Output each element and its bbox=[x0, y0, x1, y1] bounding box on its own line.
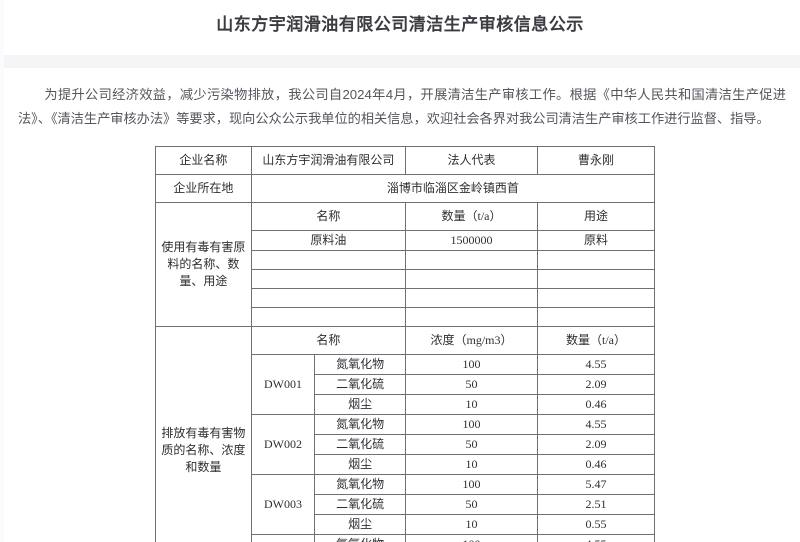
cell-legal-rep-label: 法人代表 bbox=[404, 146, 539, 175]
cell-pollutant-name: 烟尘 bbox=[314, 514, 406, 535]
cell-material-name bbox=[250, 250, 406, 270]
cell-pollutant-concentration: 100 bbox=[404, 534, 539, 542]
cell-company-name-label: 企业名称 bbox=[155, 146, 252, 175]
cell-material-amount bbox=[404, 307, 539, 327]
cell-materials-header-use: 用途 bbox=[537, 202, 655, 231]
cell-materials-row-label: 使用有毒有害原料的名称、数量、用途 bbox=[155, 202, 252, 327]
cell-material-amount bbox=[404, 288, 539, 308]
cell-material-name bbox=[250, 307, 406, 327]
cell-pollutant-amount: 4.55 bbox=[537, 354, 655, 375]
table-row-emission: 二氧化硫 50 2.51 bbox=[156, 494, 655, 515]
cell-pollutant-amount: 0.46 bbox=[537, 394, 655, 415]
cell-pollutant-amount: 0.55 bbox=[537, 514, 655, 535]
cell-pollutant-name: 二氧化硫 bbox=[314, 434, 406, 455]
cell-emissions-header-name: 名称 bbox=[250, 326, 406, 355]
table-row-company-name: 企业名称 山东方宇润滑油有限公司 法人代表 曹永刚 bbox=[155, 146, 655, 175]
table-row-emission: DW004 氮氧化物 100 4.55 bbox=[156, 534, 655, 542]
cell-pollutant-concentration: 50 bbox=[404, 434, 539, 455]
cell-pollutant-amount: 4.55 bbox=[537, 534, 655, 542]
cell-pollutant-name: 烟尘 bbox=[314, 394, 406, 415]
cell-materials-header-amount: 数量（t/a） bbox=[404, 202, 539, 231]
cell-materials-header-name: 名称 bbox=[250, 202, 406, 231]
cell-outlet-code: DW001 bbox=[250, 354, 316, 415]
cell-material-use: 原料 bbox=[537, 230, 655, 251]
header-divider-band bbox=[4, 55, 800, 68]
cell-location-label: 企业所在地 bbox=[155, 174, 252, 203]
cell-emissions-header-concentration: 浓度（mg/m3） bbox=[404, 326, 539, 355]
cell-pollutant-name: 氮氧化物 bbox=[314, 474, 406, 495]
intro-paragraph: 为提升公司经济效益，减少污染物排放，我公司自2024年4月，开展清洁生产审核工作… bbox=[18, 87, 786, 127]
table-row-materials-header: 使用有毒有害原料的名称、数量、用途 名称 数量（t/a） 用途 bbox=[155, 202, 655, 327]
cell-pollutant-amount: 4.55 bbox=[537, 414, 655, 435]
cell-pollutant-concentration: 100 bbox=[404, 354, 539, 375]
cell-emissions-header-amount: 数量（t/a） bbox=[537, 326, 655, 355]
cell-material-use bbox=[537, 250, 655, 270]
cell-pollutant-concentration: 10 bbox=[404, 394, 539, 415]
cell-pollutant-concentration: 10 bbox=[404, 454, 539, 475]
cell-material-amount bbox=[404, 250, 539, 270]
cell-pollutant-amount: 2.51 bbox=[537, 494, 655, 515]
left-edge-strip bbox=[0, 0, 4, 542]
table-row-emission: 烟尘 10 0.46 bbox=[156, 394, 655, 415]
cell-pollutant-name: 氮氧化物 bbox=[314, 414, 406, 435]
cell-material-use bbox=[537, 288, 655, 308]
cell-material-use bbox=[537, 307, 655, 327]
cell-pollutant-concentration: 50 bbox=[404, 494, 539, 515]
cell-material-use bbox=[537, 269, 655, 289]
cell-pollutant-amount: 5.47 bbox=[537, 474, 655, 495]
table-row-emission: DW003 氮氧化物 100 5.47 bbox=[156, 474, 655, 535]
table-row-material-empty bbox=[156, 250, 655, 270]
page-title: 山东方宇润滑油有限公司清洁生产审核信息公示 bbox=[216, 15, 584, 34]
cell-material-amount bbox=[404, 269, 539, 289]
table-row-material-empty bbox=[156, 269, 655, 289]
cell-pollutant-name: 氮氧化物 bbox=[314, 354, 406, 375]
disclosure-table: 企业名称 山东方宇润滑油有限公司 法人代表 曹永刚 企业所在地 淄博市临淄区金岭… bbox=[155, 146, 656, 542]
table-body: 企业名称 山东方宇润滑油有限公司 法人代表 曹永刚 企业所在地 淄博市临淄区金岭… bbox=[155, 146, 656, 542]
cell-pollutant-concentration: 50 bbox=[404, 374, 539, 395]
cell-pollutant-concentration: 100 bbox=[404, 414, 539, 435]
cell-pollutant-name: 烟尘 bbox=[314, 454, 406, 475]
cell-legal-rep-value: 曹永刚 bbox=[537, 146, 655, 175]
cell-pollutant-name: 氮氧化物 bbox=[314, 534, 406, 542]
cell-material-name: 原料油 bbox=[250, 230, 406, 251]
cell-outlet-code: DW002 bbox=[250, 414, 316, 475]
cell-pollutant-amount: 2.09 bbox=[537, 374, 655, 395]
cell-pollutant-name: 二氧化硫 bbox=[314, 494, 406, 515]
cell-location-value: 淄博市临淄区金岭镇西首 bbox=[250, 174, 656, 203]
cell-material-name bbox=[250, 269, 406, 289]
table-row-emissions-header: 排放有毒有害物质的名称、浓度和数量 名称 浓度（mg/m3） 数量（t/a） bbox=[155, 326, 655, 542]
cell-material-amount: 1500000 bbox=[404, 230, 539, 251]
cell-pollutant-concentration: 100 bbox=[404, 474, 539, 495]
cell-company-name-value: 山东方宇润滑油有限公司 bbox=[250, 146, 406, 175]
cell-pollutant-amount: 2.09 bbox=[537, 434, 655, 455]
cell-outlet-code: DW003 bbox=[250, 474, 316, 535]
cell-outlet-code: DW004 bbox=[250, 534, 316, 542]
cell-pollutant-concentration: 10 bbox=[404, 514, 539, 535]
table-row-location: 企业所在地 淄博市临淄区金岭镇西首 bbox=[155, 174, 656, 203]
cell-pollutant-name: 二氧化硫 bbox=[314, 374, 406, 395]
cell-emissions-row-label: 排放有毒有害物质的名称、浓度和数量 bbox=[155, 326, 252, 542]
table-row-emission: 二氧化硫 50 2.09 bbox=[156, 374, 655, 395]
cell-material-name bbox=[250, 288, 406, 308]
cell-pollutant-amount: 0.46 bbox=[537, 454, 655, 475]
